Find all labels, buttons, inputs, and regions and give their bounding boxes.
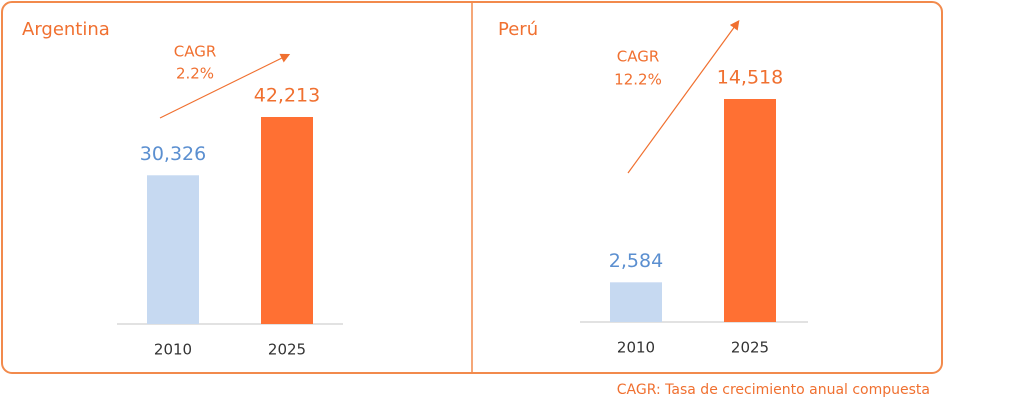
cagr-annotation: CAGR [174,43,217,61]
bar [147,175,199,324]
cagr-arrow [159,53,291,119]
cagr-arrow [627,20,740,174]
value-label: 30,326 [140,143,206,165]
cagr-annotation: 12.2% [614,71,662,89]
bar [261,117,313,324]
chart-title: Argentina [22,19,110,40]
bar [610,282,662,322]
x-tick-label: 2025 [268,341,306,359]
cagr-annotation: 2.2% [176,65,214,83]
footnote: CAGR: Tasa de crecimiento anual compuest… [617,382,930,398]
value-label: 42,213 [254,85,320,107]
value-label: 2,584 [609,250,663,272]
chart-title: Perú [498,19,538,40]
bar [724,99,776,322]
x-tick-label: 2010 [617,339,655,357]
x-tick-label: 2025 [731,339,769,357]
value-label: 14,518 [717,67,783,89]
cagr-annotation: CAGR [617,48,660,66]
x-tick-label: 2010 [154,341,192,359]
